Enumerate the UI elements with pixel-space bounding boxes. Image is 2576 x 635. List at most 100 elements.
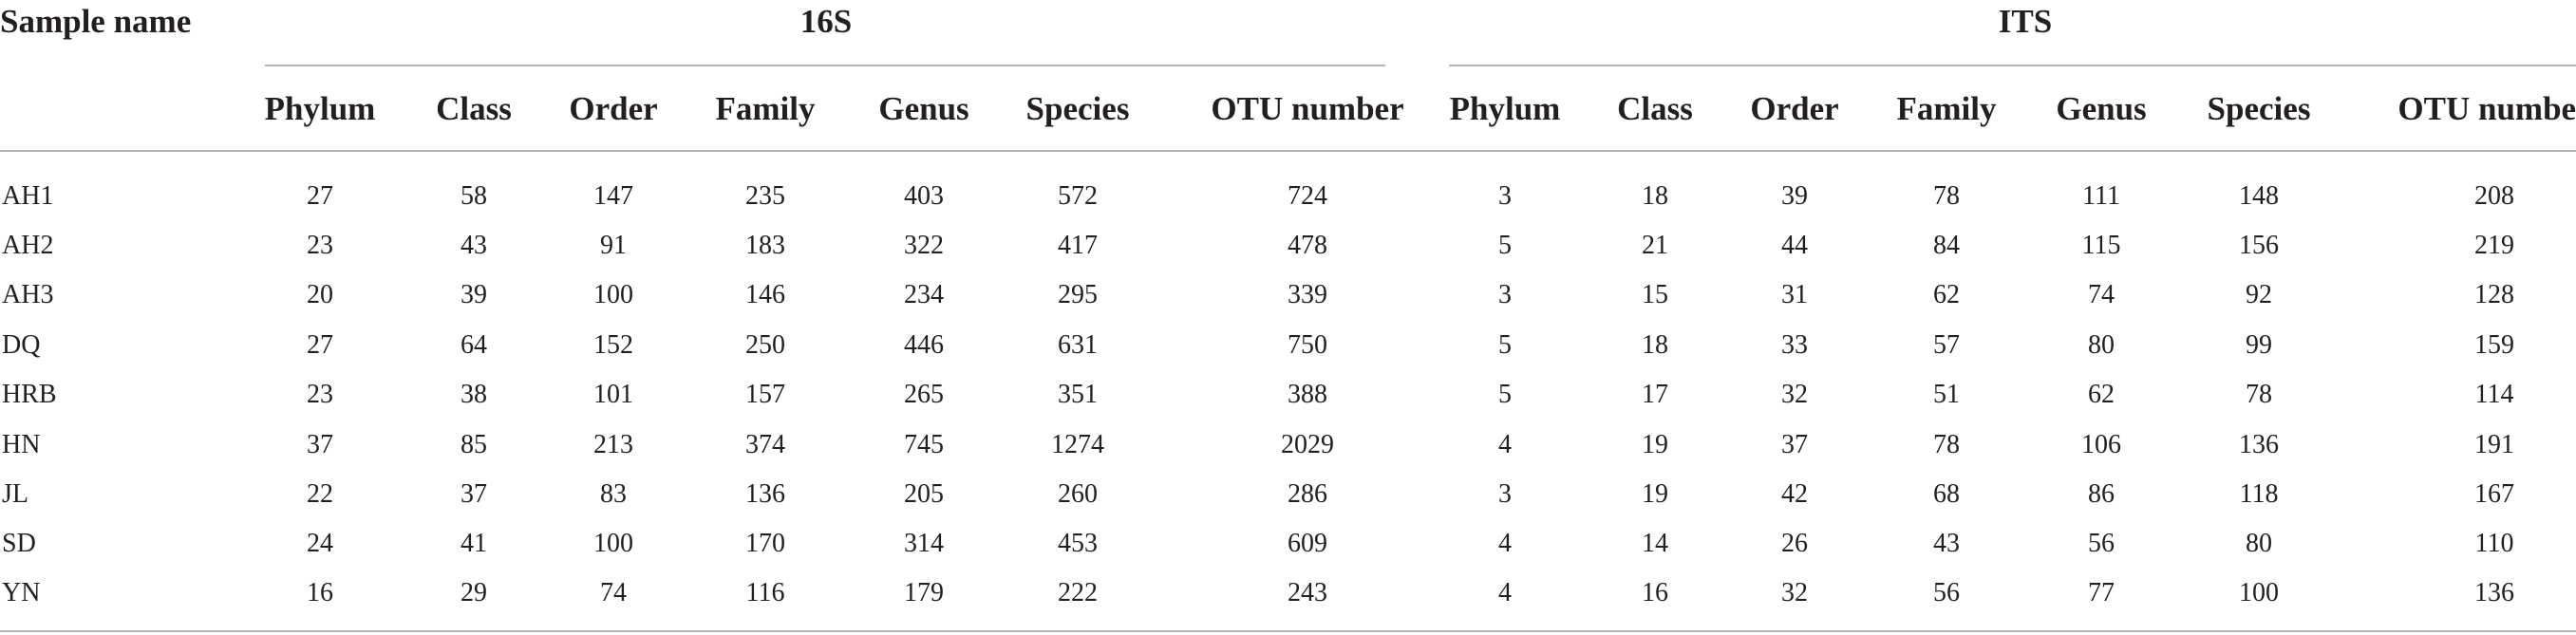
table-cell-s16: 24: [307, 529, 333, 558]
table-cell-its: 42: [1781, 479, 1808, 509]
table-cell-its: 56: [2088, 529, 2115, 558]
table-cell-its: 136: [2239, 430, 2279, 459]
table-cell-its: 18: [1642, 181, 1668, 211]
table-cell-its: 4: [1498, 430, 1512, 459]
table-cell-its: 68: [1933, 479, 1960, 509]
table-cell-its: 3: [1498, 181, 1512, 211]
table-cell-its: 159: [2474, 330, 2514, 360]
group-header-its: ITS: [1998, 3, 2053, 40]
table-cell-its: 17: [1642, 380, 1668, 409]
col-header-16s-family: Family: [715, 90, 816, 127]
table-cell-s16: 351: [1058, 380, 1098, 409]
table-cell-s16: 39: [461, 280, 487, 309]
table-cell-s16: 339: [1288, 280, 1327, 309]
table-cell-s16: 745: [904, 430, 944, 459]
table-bottom-rule: [0, 630, 2576, 632]
table-cell-its: 80: [2088, 330, 2115, 360]
table-cell-its: 4: [1498, 529, 1512, 558]
table-cell-its: 110: [2474, 529, 2514, 558]
table-cell-s16: 41: [461, 529, 487, 558]
col-header-its-otu-number: OTU number: [2397, 90, 2576, 127]
table-cell-its: 100: [2239, 578, 2279, 607]
table-cell-s16: 286: [1288, 479, 1327, 509]
table-cell-its: 21: [1642, 231, 1668, 260]
table-cell-its: 62: [1933, 280, 1960, 309]
col-header-its-phylum: Phylum: [1449, 90, 1561, 127]
table-cell-s16: 265: [904, 380, 944, 409]
header-bottom-rule: [0, 150, 2576, 152]
col-header-16s-genus: Genus: [878, 90, 969, 127]
table-cell-its: 99: [2246, 330, 2272, 360]
table-cell-its: 128: [2474, 280, 2514, 309]
table-cell-its: 14: [1642, 529, 1668, 558]
table-cell-its: 5: [1498, 330, 1512, 360]
table-cell-its: 78: [1933, 430, 1960, 459]
table-cell-s16: 631: [1058, 330, 1098, 360]
table-cell-s16: 213: [593, 430, 633, 459]
table-cell-s16: 234: [904, 280, 944, 309]
table-cell-its: 62: [2088, 380, 2115, 409]
table-cell-s16: 750: [1288, 330, 1327, 360]
table-cell-s16: 222: [1058, 578, 1098, 607]
col-header-16s-order: Order: [569, 90, 658, 127]
table-cell-s16: 27: [307, 330, 333, 360]
table-cell-its: 74: [2088, 280, 2115, 309]
table-cell-s16: 478: [1288, 231, 1327, 260]
table-cell-s16: 724: [1288, 181, 1327, 211]
table-cell-s16: 23: [307, 231, 333, 260]
table-cell-s16: 235: [745, 181, 785, 211]
table-cell-s16: 64: [461, 330, 487, 360]
table-cell-s16: 23: [307, 380, 333, 409]
table-cell-its: 5: [1498, 380, 1512, 409]
table-cell-s16: 116: [745, 578, 785, 607]
table-cell-s16: 16: [307, 578, 333, 607]
row-sample-name: AH1: [2, 181, 54, 211]
table-cell-its: 3: [1498, 280, 1512, 309]
table-cell-its: 3: [1498, 479, 1512, 509]
table-cell-s16: 157: [745, 380, 785, 409]
table-cell-s16: 85: [461, 430, 487, 459]
table-cell-s16: 37: [461, 479, 487, 509]
table-cell-s16: 152: [593, 330, 633, 360]
table-cell-s16: 183: [745, 231, 785, 260]
row-sample-name: HRB: [2, 380, 57, 409]
table-cell-s16: 37: [307, 430, 333, 459]
table-cell-its: 219: [2474, 231, 2514, 260]
row-sample-name: JL: [2, 479, 28, 509]
table-cell-s16: 146: [745, 280, 785, 309]
table-cell-its: 32: [1781, 578, 1808, 607]
table-cell-s16: 417: [1058, 231, 1098, 260]
table-cell-its: 57: [1933, 330, 1960, 360]
col-header-16s-phylum: Phylum: [264, 90, 376, 127]
table-cell-s16: 2029: [1281, 430, 1334, 459]
table-cell-s16: 374: [745, 430, 785, 459]
table-cell-s16: 58: [461, 181, 487, 211]
table-cell-s16: 388: [1288, 380, 1327, 409]
col-header-its-genus: Genus: [2056, 90, 2147, 127]
table-cell-s16: 179: [904, 578, 944, 607]
table-cell-its: 148: [2239, 181, 2279, 211]
table-cell-its: 167: [2474, 479, 2514, 509]
table-cell-its: 43: [1933, 529, 1960, 558]
table-cell-its: 86: [2088, 479, 2115, 509]
table-cell-its: 37: [1781, 430, 1808, 459]
col-header-16s-otu-number: OTU number: [1211, 90, 1404, 127]
table-cell-s16: 170: [745, 529, 785, 558]
table-cell-s16: 29: [461, 578, 487, 607]
row-sample-name: YN: [2, 578, 41, 607]
table-cell-s16: 446: [904, 330, 944, 360]
group-header-16s: 16S: [799, 3, 853, 40]
table-cell-its: 78: [1933, 181, 1960, 211]
row-sample-name: AH3: [2, 280, 54, 309]
group-rule-its: [1449, 65, 2576, 66]
table-cell-s16: 260: [1058, 479, 1098, 509]
table-cell-its: 51: [1933, 380, 1960, 409]
table-cell-its: 26: [1781, 529, 1808, 558]
table-cell-its: 111: [2082, 181, 2120, 211]
table-cell-its: 115: [2081, 231, 2121, 260]
col-header-its-species: Species: [2207, 90, 2311, 127]
row-sample-name: SD: [2, 529, 36, 558]
table-cell-s16: 38: [461, 380, 487, 409]
col-header-its-order: Order: [1750, 90, 1839, 127]
